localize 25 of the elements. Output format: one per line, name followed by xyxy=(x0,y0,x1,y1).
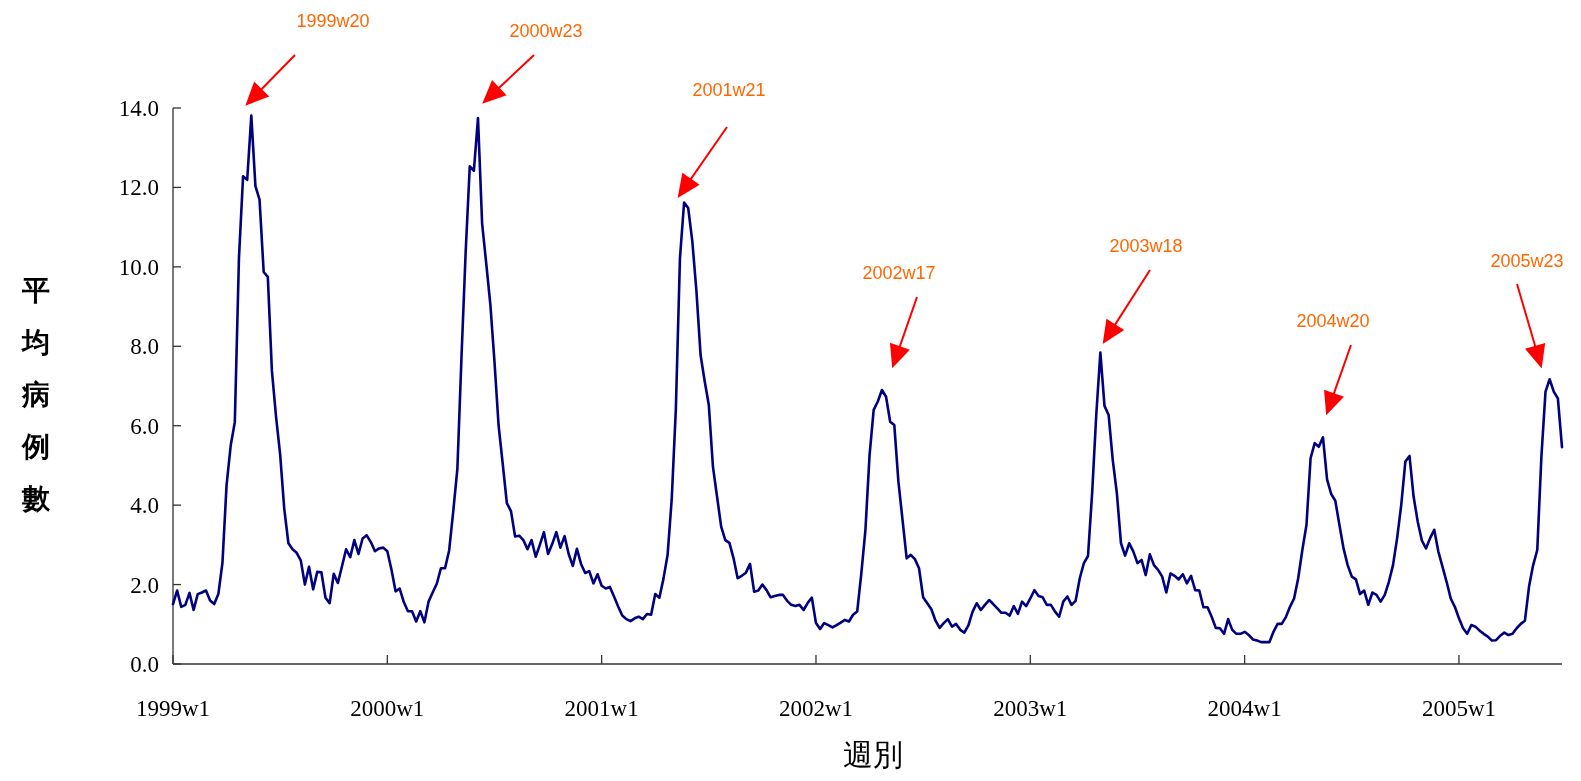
y-tick-label: 10.0 xyxy=(118,254,159,280)
x-tick-label: 2005w1 xyxy=(1421,696,1497,721)
annotation: 2002w17 xyxy=(862,263,936,283)
y-tick-label: 4.0 xyxy=(130,493,159,519)
x-tick-label: 2001w1 xyxy=(564,696,639,721)
y-axis-title: 平均病例數 xyxy=(20,275,51,514)
y-tick-label: 0.0 xyxy=(130,652,159,677)
y-tick-label: 6.0 xyxy=(130,413,159,439)
text: 2001w21 xyxy=(692,80,766,100)
line-series xyxy=(171,114,1564,644)
y-tick-label: 8.0 xyxy=(130,334,159,360)
x-axis-title: 週別 xyxy=(842,738,903,771)
x-tick-label: 2004w1 xyxy=(1207,696,1282,721)
x-tick-label: 1999w1 xyxy=(135,696,211,721)
annotation: 2004w20 xyxy=(1296,311,1370,331)
y-tick-label: 12.0 xyxy=(118,175,159,201)
y-tick-label: 2.0 xyxy=(130,572,159,598)
annotation: 2003w18 xyxy=(1109,236,1183,256)
annotation: 2005w23 xyxy=(1490,251,1564,271)
text: 1999w20 xyxy=(296,11,370,31)
x-tick-label: 2002w1 xyxy=(778,696,854,721)
x-tick-label: 2000w1 xyxy=(350,696,425,721)
y-tick-label: 14.0 xyxy=(118,96,159,121)
text: 2000w23 xyxy=(509,21,583,41)
x-tick-label: 2003w1 xyxy=(993,696,1068,721)
